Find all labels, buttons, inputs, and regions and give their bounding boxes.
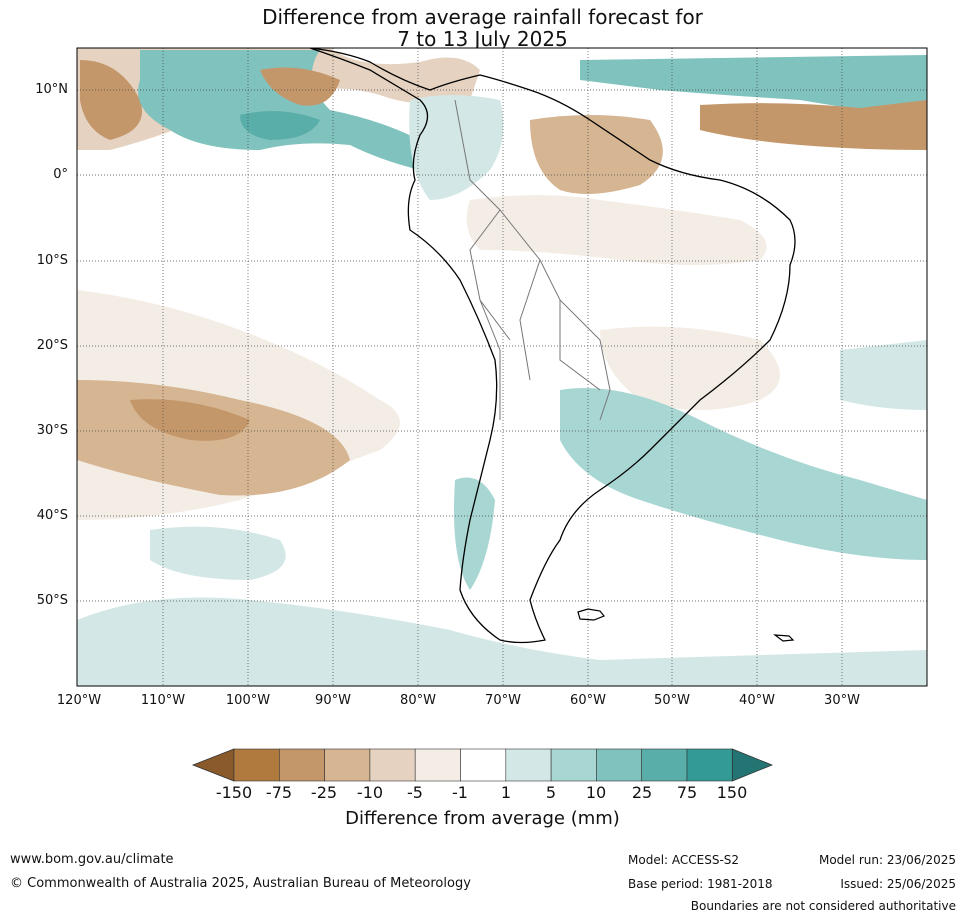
chart-title-line-1: Difference from average rainfall forecas… xyxy=(262,5,703,29)
model-run-text: Model run: 23/06/2025 xyxy=(818,853,956,867)
wet-region-south-pacific xyxy=(150,526,286,580)
lat-label: 30°S xyxy=(36,423,68,438)
colorbar-bin xyxy=(414,748,461,782)
colorbar-bin xyxy=(233,748,280,782)
dry-spot-southeast-pacific xyxy=(130,399,250,441)
colorbar-tick: 75 xyxy=(676,783,698,802)
colorbar-bin xyxy=(686,748,733,782)
coastline-south-america xyxy=(309,48,796,644)
lon-label: 110°W xyxy=(140,693,186,708)
model-text: Model: ACCESS-S2 xyxy=(628,853,740,867)
gridlines xyxy=(77,48,927,686)
dry-region-west xyxy=(80,60,142,140)
rainfall-anomaly-field xyxy=(77,48,927,686)
colorbar-tick: 150 xyxy=(716,783,748,802)
issued-text: Issued: 25/06/2025 xyxy=(840,877,956,891)
lat-label: 50°S xyxy=(36,593,68,608)
copyright-text: © Commonwealth of Australia 2025, Austra… xyxy=(10,876,471,891)
colorbar-tick: -25 xyxy=(310,783,338,802)
colorbar-extend-low xyxy=(191,748,235,782)
lon-label: 70°W xyxy=(485,693,521,708)
colorbar-bin xyxy=(550,748,597,782)
lon-label: 120°W xyxy=(56,693,102,708)
dry-core-panama xyxy=(260,67,340,106)
colorbar-bin xyxy=(369,748,416,782)
lat-label: 10°N xyxy=(35,82,68,97)
colorbar-label: Difference from average (mm) xyxy=(345,808,620,829)
lon-label: 50°W xyxy=(654,693,690,708)
chart-title-line-2: 7 to 13 July 2025 xyxy=(397,27,568,51)
lon-label: 100°W xyxy=(225,693,271,708)
wet-core-pacific xyxy=(240,111,320,140)
lon-label: 60°W xyxy=(570,693,606,708)
colorbar xyxy=(191,748,774,782)
colorbar-bin xyxy=(324,748,371,782)
wet-region-atlantic-north xyxy=(580,55,927,120)
dry-region-amazon-north xyxy=(530,115,663,194)
wet-region-colombia xyxy=(409,95,504,200)
colorbar-bin xyxy=(505,748,552,782)
colorbar-bin xyxy=(641,748,688,782)
colorbar-tick: -10 xyxy=(356,783,384,802)
lon-label: 90°W xyxy=(315,693,351,708)
wet-region-east-atlantic xyxy=(840,340,927,410)
wet-region-south-atlantic xyxy=(560,388,927,560)
colorbar-bin xyxy=(596,748,643,782)
colorbar-tick: -1 xyxy=(452,783,468,802)
country-borders xyxy=(454,99,611,421)
lat-label: 40°S xyxy=(36,508,68,523)
light-dry-northern-brazil xyxy=(466,195,767,265)
colorbar-tick: 1 xyxy=(500,783,512,802)
dry-region-eastern-brazil xyxy=(600,326,780,410)
wet-region-southern-ocean xyxy=(77,597,927,686)
base-period-text: Base period: 1981-2018 xyxy=(628,877,773,891)
wet-region-pacific-north xyxy=(138,50,430,170)
lon-label: 30°W xyxy=(824,693,860,708)
falkland-islands xyxy=(577,608,605,621)
colorbar-tick: 10 xyxy=(585,783,607,802)
website-link[interactable]: www.bom.gov.au/climate xyxy=(10,852,174,867)
lon-label: 40°W xyxy=(739,693,775,708)
colorbar-tick: 25 xyxy=(631,783,653,802)
wet-region-patagonia xyxy=(454,477,495,590)
colorbar-tick: -75 xyxy=(265,783,293,802)
colorbar-tick: -150 xyxy=(215,783,253,802)
disclaimer-text: Boundaries are not considered authoritat… xyxy=(690,899,956,913)
dry-region-atlantic-equatorial xyxy=(700,100,927,150)
lat-label: 0° xyxy=(53,167,68,182)
colorbar-bin xyxy=(460,748,507,782)
lon-label: 80°W xyxy=(400,693,436,708)
lat-label: 20°S xyxy=(36,338,68,353)
south-georgia xyxy=(773,634,795,642)
lat-label: 10°S xyxy=(36,253,68,268)
colorbar-bin xyxy=(278,748,325,782)
map-frame xyxy=(76,47,928,687)
colorbar-extend-high xyxy=(731,748,774,782)
colorbar-tick: -5 xyxy=(407,783,423,802)
colorbar-tick: 5 xyxy=(545,783,557,802)
